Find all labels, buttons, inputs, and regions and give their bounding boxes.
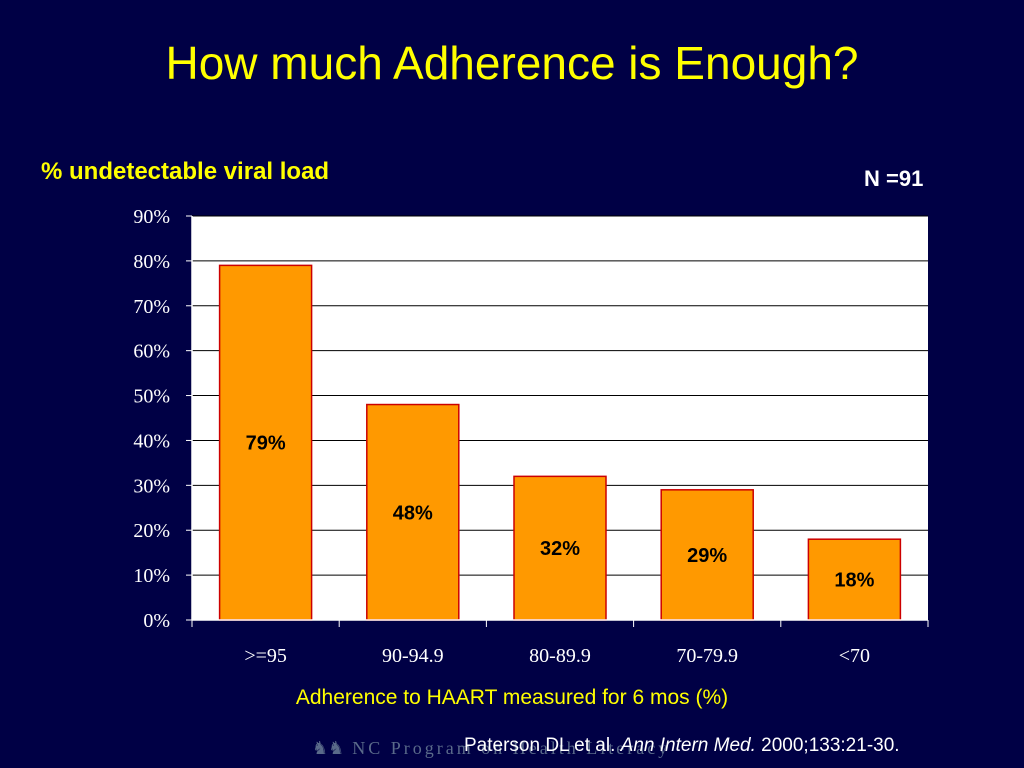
citation-details: 2000;133:21-30. [761,735,900,756]
y-tick-label: 90% [133,206,170,228]
y-tick-label: 20% [133,520,170,542]
data-label: 32% [540,538,580,560]
y-tick-label: 30% [133,475,170,497]
bar [366,403,460,621]
slide-title: How much Adherence is Enough? [165,37,859,89]
y-tick-label: 80% [133,251,170,273]
y-tick-label: 70% [133,296,170,318]
bar [218,264,313,621]
y-tick-label: 50% [133,386,170,408]
data-label: 29% [687,545,727,567]
bar-chart: 0% 10% 20% 30% 40% 50% 60% 70% 80% 90% 79% >=95 48% 9… [133,206,929,667]
citation: Paterson DL et al. Ann Intern Med. 2000;… [464,735,900,757]
y-tick-label: 0% [143,610,170,632]
data-label: 48% [393,502,433,524]
x-axis-caption: Adherence to HAART measured for 6 mos (%… [295,686,729,709]
bar [660,489,754,621]
footer-logo: ♞♞ NC Program on Health Literacy [312,738,670,759]
y-tick-label: 10% [133,565,170,587]
citation-journal: Ann Intern Med. [620,735,756,756]
footer-logo-text: NC Program on Health Literacy [352,738,671,758]
x-tick-label: >=95 [244,645,287,667]
x-tick-label: 80-89.9 [529,645,591,667]
people-reading-icon: ♞♞ [312,738,345,758]
bar [807,538,902,621]
data-label: 18% [834,570,874,592]
x-tick-label: <70 [839,645,870,667]
x-tick-label: 90-94.9 [382,645,444,667]
sample-size-label: N =91 [864,166,924,191]
bar [513,475,607,621]
data-label: 79% [246,433,286,455]
citation-authors: Paterson DL et al. [464,735,616,756]
y-tick-label: 60% [133,341,170,363]
y-tick-label: 40% [133,430,170,452]
y-axis-caption: % undetectable viral load [41,158,330,185]
x-tick-label: 70-79.9 [676,645,738,667]
